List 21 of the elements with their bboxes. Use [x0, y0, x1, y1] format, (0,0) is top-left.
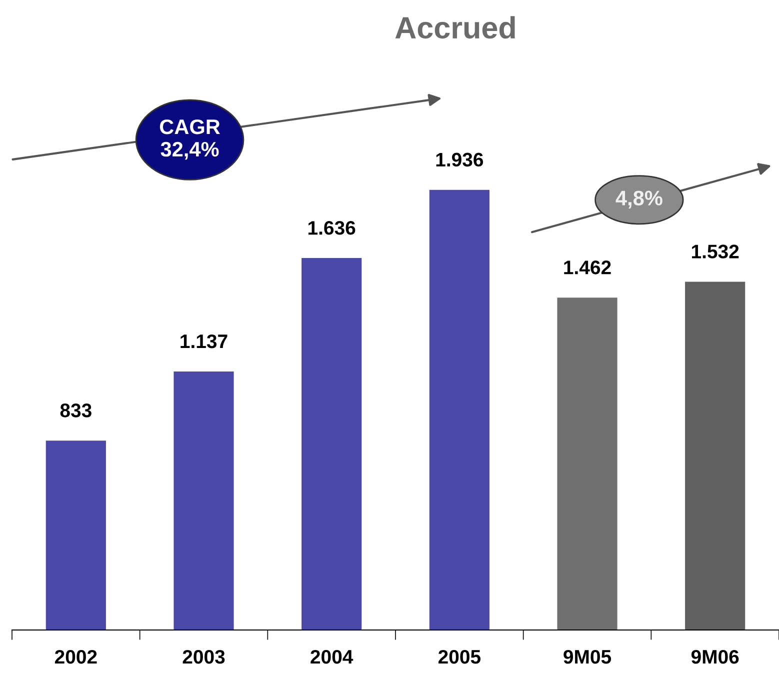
- annotation: 4,8%: [616, 190, 662, 208]
- bar: [46, 440, 106, 630]
- x-tick-label: 2002: [54, 650, 97, 664]
- data-label: 1.532: [692, 244, 739, 258]
- x-tick-label: 9M05: [564, 650, 612, 664]
- x-tick-label: 9M06: [691, 650, 739, 664]
- data-label: 1.636: [308, 220, 356, 235]
- data-label: 1.462: [564, 260, 611, 274]
- bar: [174, 372, 234, 630]
- x-tick-label: 2003: [182, 650, 225, 664]
- x-tick-label: 2004: [310, 650, 354, 664]
- x-tick-label: 2005: [438, 650, 481, 664]
- bar: [302, 258, 362, 630]
- data-label: 833: [60, 404, 92, 418]
- bar: [429, 190, 490, 630]
- bar: [557, 298, 618, 630]
- data-label: 1.936: [436, 152, 484, 167]
- data-label: 1.137: [180, 334, 228, 348]
- chart-title: Accrued: [395, 16, 515, 39]
- text: CAGR 32,4%: [160, 119, 220, 160]
- bar: [685, 282, 746, 630]
